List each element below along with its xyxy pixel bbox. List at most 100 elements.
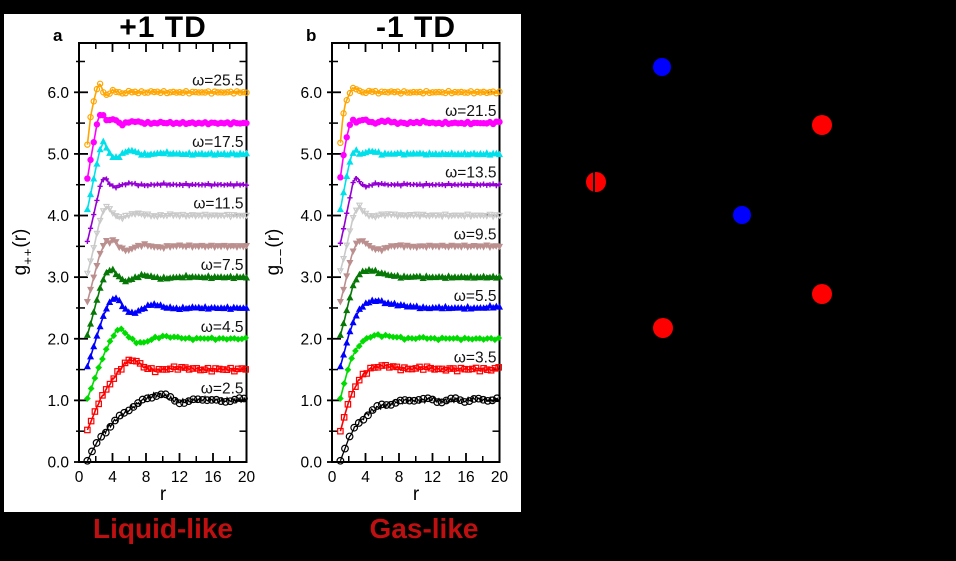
marker-square xyxy=(389,363,397,370)
marker-triangle-up xyxy=(483,149,491,156)
marker-triangle-down xyxy=(118,215,126,223)
marker-diamond xyxy=(129,335,136,343)
marker-triangle-up xyxy=(163,148,171,155)
marker-triangle-down xyxy=(448,212,456,220)
marker-triangle-up xyxy=(394,271,402,279)
marker-triangle-up xyxy=(349,318,357,326)
marker-circle xyxy=(483,396,492,405)
marker-circle xyxy=(419,394,428,403)
marker-circle xyxy=(346,121,354,129)
marker-circle xyxy=(96,80,104,87)
marker-square xyxy=(446,365,453,372)
marker-plus xyxy=(360,181,366,188)
marker-circle xyxy=(243,89,250,96)
marker-square xyxy=(223,366,231,374)
marker-square xyxy=(91,408,99,415)
marker-circle xyxy=(131,88,139,95)
marker-square xyxy=(480,365,487,372)
marker-triangle-up xyxy=(352,146,360,153)
marker-triangle-down xyxy=(242,212,251,220)
marker-circle xyxy=(480,88,487,96)
marker-square xyxy=(355,376,363,384)
marker-circle xyxy=(423,87,430,95)
marker-circle xyxy=(435,88,443,96)
marker-circle xyxy=(176,88,183,96)
marker-circle xyxy=(128,89,136,96)
marker-circle xyxy=(442,89,449,97)
marker-plus xyxy=(337,240,343,246)
marker-triangle-up xyxy=(106,149,114,156)
marker-square xyxy=(412,365,420,372)
curve-omega-2.5 xyxy=(83,390,248,465)
marker-square xyxy=(87,417,95,425)
marker-circle xyxy=(135,89,142,97)
marker-triangle-down xyxy=(489,213,497,221)
marker-triangle-up xyxy=(464,303,472,310)
marker-circle xyxy=(405,396,414,405)
marker-circle xyxy=(111,416,119,425)
marker-circle xyxy=(465,397,474,405)
marker-circle xyxy=(157,89,164,97)
marker-square xyxy=(114,368,121,375)
marker-triangle-down xyxy=(192,213,200,220)
marker-triangle-up xyxy=(227,272,235,280)
marker-triangle-down xyxy=(384,244,392,252)
marker-triangle-down xyxy=(96,217,104,225)
marker-diamond xyxy=(148,336,155,344)
marker-triangle-down xyxy=(182,243,190,251)
marker-triangle-down xyxy=(87,258,95,266)
marker-circle xyxy=(451,394,460,403)
marker-circle xyxy=(147,88,155,95)
marker-plus xyxy=(100,177,106,183)
marker-circle xyxy=(368,88,376,95)
marker-circle xyxy=(343,96,350,104)
marker-triangle-up xyxy=(343,339,351,346)
omega-label: ω=9.5 xyxy=(454,226,497,243)
marker-triangle-up xyxy=(99,275,107,283)
marker-triangle-up xyxy=(141,304,149,312)
marker-square xyxy=(386,364,393,371)
curve-line xyxy=(339,363,500,432)
marker-circle xyxy=(112,88,120,96)
marker-plus xyxy=(340,226,347,232)
marker-plus xyxy=(369,182,375,188)
curve-omega-9.5 xyxy=(83,237,251,306)
marker-triangle-down xyxy=(480,244,488,251)
marker-circle xyxy=(214,89,222,96)
marker-circle xyxy=(240,88,247,96)
x-tick-label: 16 xyxy=(204,469,221,486)
marker-square xyxy=(359,370,367,378)
marker-square xyxy=(99,392,106,399)
marker-plus xyxy=(468,181,474,187)
marker-plus xyxy=(234,181,240,187)
marker-square xyxy=(435,365,442,373)
marker-triangle-up xyxy=(242,304,251,311)
marker-circle xyxy=(88,447,96,456)
marker-triangle-down xyxy=(336,268,344,275)
marker-square xyxy=(468,365,476,373)
marker-circle xyxy=(119,90,126,97)
omega-label: ω=7.5 xyxy=(201,257,244,274)
marker-circle xyxy=(496,118,503,126)
marker-triangle-up xyxy=(112,294,120,301)
marker-triangle-down xyxy=(343,273,351,280)
marker-circle xyxy=(240,394,248,403)
curve-omega-25.5 xyxy=(84,80,250,148)
marker-triangle-up xyxy=(336,362,344,370)
marker-square xyxy=(193,365,200,372)
marker-circle xyxy=(211,88,218,95)
marker-circle xyxy=(341,444,349,453)
marker-plus xyxy=(344,210,350,216)
marker-square xyxy=(117,366,125,373)
ylabel-subscript: −− xyxy=(273,247,288,265)
marker-triangle-down xyxy=(445,213,453,220)
marker-square xyxy=(200,366,208,373)
marker-square xyxy=(427,364,435,372)
marker-plus xyxy=(477,182,484,188)
y-tick-label: 6.0 xyxy=(300,85,322,102)
x-tick-label: 4 xyxy=(361,469,370,486)
marker-triangle-down xyxy=(106,240,114,247)
panel-title-plus-1-td: +1 TD xyxy=(119,11,207,44)
marker-circle xyxy=(433,398,442,407)
marker-diamond xyxy=(348,355,356,362)
